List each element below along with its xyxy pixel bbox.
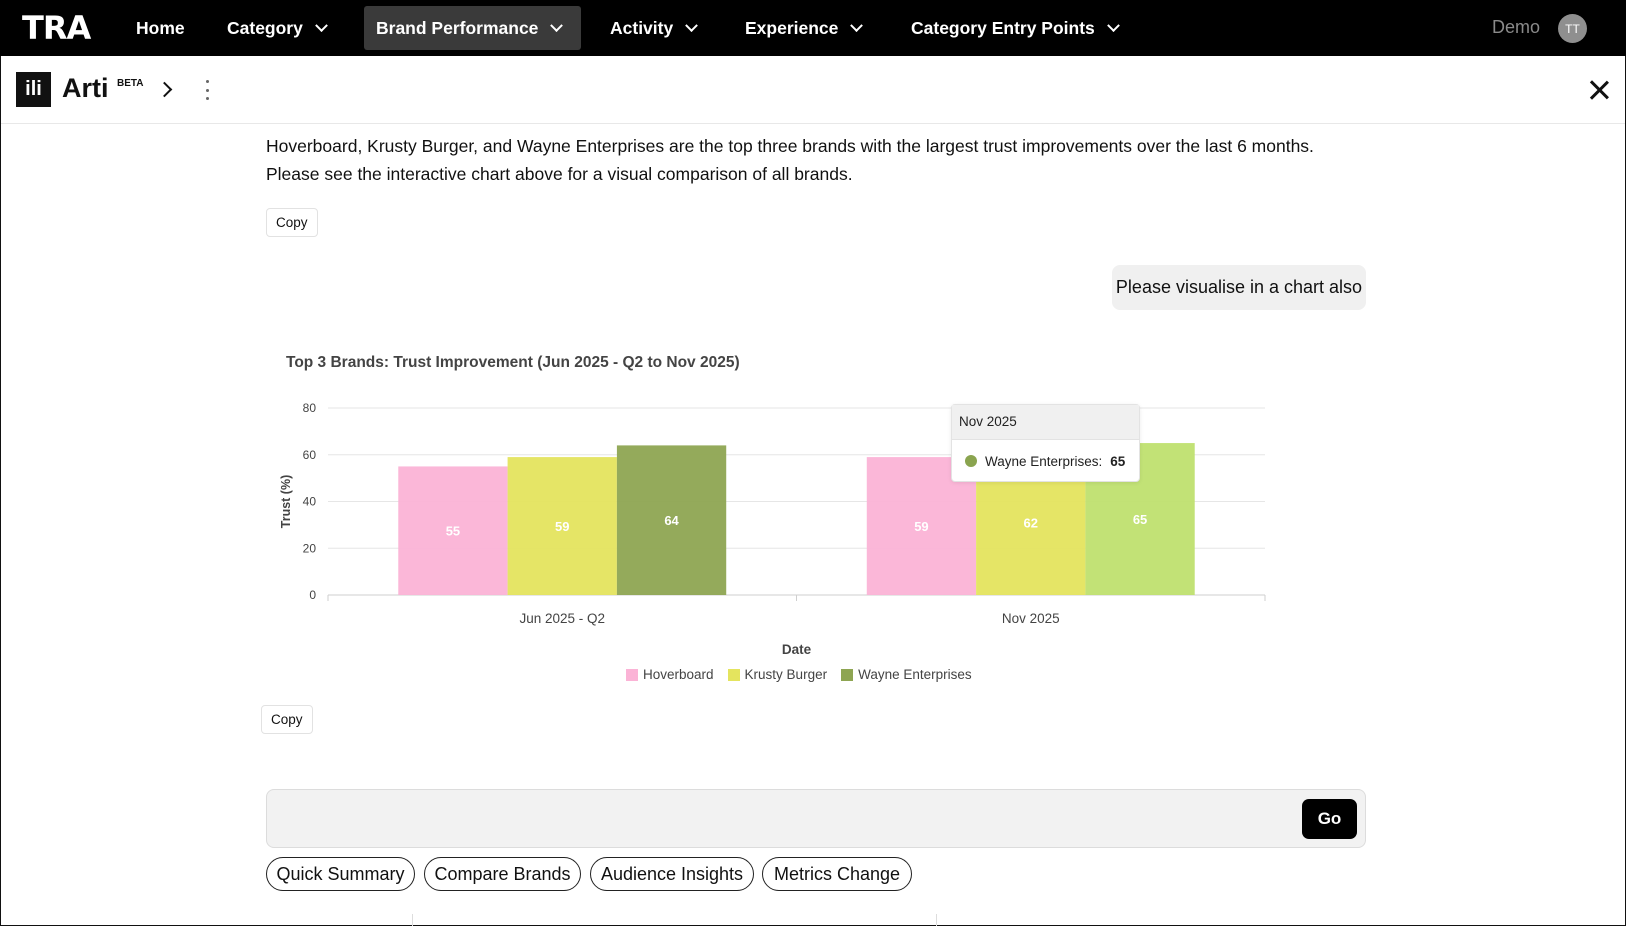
suggestion-quick-summary[interactable]: Quick Summary xyxy=(266,857,415,891)
y-tick-label: 20 xyxy=(303,541,317,555)
close-icon[interactable] xyxy=(1588,79,1610,101)
assistant-panel: ili Arti BETA xyxy=(0,56,1626,926)
suggestion-audience-insights[interactable]: Audience Insights xyxy=(590,857,754,891)
bar-krusty-burger xyxy=(507,457,617,595)
nav-activity[interactable]: Activity xyxy=(598,6,708,50)
y-tick-label: 80 xyxy=(303,401,317,415)
panel-title: Arti xyxy=(62,73,109,103)
data-label: 65 xyxy=(1133,512,1147,527)
legend-label: Hoverboard xyxy=(643,667,714,682)
message-input[interactable] xyxy=(281,802,1261,836)
assistant-message: Hoverboard, Krusty Burger, and Wayne Ent… xyxy=(266,136,1314,184)
nav-category-label: Category xyxy=(227,17,303,38)
legend-item-wayne-enterprises[interactable]: Wayne Enterprises xyxy=(841,667,972,682)
legend-swatch xyxy=(841,668,854,681)
chart-legend: Hoverboard Krusty Burger Wayne Enterpris… xyxy=(626,667,986,682)
bar-wayne-enterprises xyxy=(616,445,727,595)
data-label: 55 xyxy=(446,524,460,539)
tooltip-title: Nov 2025 xyxy=(952,405,1139,440)
chevron-down-icon xyxy=(1106,18,1120,32)
legend-label: Wayne Enterprises xyxy=(858,667,972,682)
series-dot-icon xyxy=(965,455,977,467)
nav-category[interactable]: Category xyxy=(215,6,338,50)
chevron-down-icon xyxy=(550,18,564,32)
legend-swatch xyxy=(626,668,638,681)
arti-logo-icon: ili xyxy=(16,72,51,107)
avatar[interactable]: TT xyxy=(1558,14,1587,43)
tra-logo[interactable]: TRA xyxy=(22,9,91,47)
legend-label: Krusty Burger xyxy=(744,667,828,682)
data-label: 64 xyxy=(664,513,679,528)
message-composer: Go xyxy=(266,789,1366,848)
y-tick-label: 0 xyxy=(309,588,316,602)
suggestion-compare-brands[interactable]: Compare Brands xyxy=(424,857,581,891)
data-label: 62 xyxy=(1024,516,1038,531)
x-tick-label: Jun 2025 - Q2 xyxy=(519,611,605,626)
chevron-down-icon xyxy=(850,18,864,32)
tooltip-row: Wayne Enterprises: 65 xyxy=(952,440,1139,482)
go-button[interactable]: Go xyxy=(1302,799,1357,839)
nav-home[interactable]: Home xyxy=(124,6,197,50)
nav-home-label: Home xyxy=(136,17,185,38)
top-navigation: TRA Home Category Brand Performance Acti… xyxy=(0,0,1626,56)
chart-title: Top 3 Brands: Trust Improvement (Jun 202… xyxy=(286,354,740,371)
data-label: 59 xyxy=(555,519,569,534)
nav-activity-label: Activity xyxy=(610,17,674,38)
divider xyxy=(936,914,937,926)
legend-item-hoverboard[interactable]: Hoverboard xyxy=(626,667,714,682)
bar-hoverboard xyxy=(398,466,508,595)
copy-chart-button[interactable]: Copy xyxy=(261,705,313,734)
nav-experience[interactable]: Experience xyxy=(733,6,873,50)
beta-badge: BETA xyxy=(117,78,144,89)
data-label: 59 xyxy=(914,519,928,534)
copy-button[interactable]: Copy xyxy=(266,208,318,237)
nav-category-entry-points[interactable]: Category Entry Points xyxy=(899,6,1130,50)
legend-swatch xyxy=(727,668,740,681)
x-axis-title: Date xyxy=(782,642,812,657)
user-label[interactable]: Demo xyxy=(1492,17,1541,37)
legend-item-krusty-burger[interactable]: Krusty Burger xyxy=(727,667,828,682)
chevron-right-icon[interactable] xyxy=(156,81,173,98)
divider xyxy=(412,914,413,926)
nav-category-entry-points-label: Category Entry Points xyxy=(911,17,1095,38)
chart-tooltip: Nov 2025 Wayne Enterprises: 65 xyxy=(951,404,1140,482)
user-message: Please visualise in a chart also xyxy=(1112,265,1366,310)
chevron-down-icon xyxy=(314,18,328,32)
nav-brand-performance[interactable]: Brand Performance xyxy=(364,6,581,50)
chevron-down-icon xyxy=(685,18,699,32)
tooltip-value: 65 xyxy=(1110,453,1126,469)
panel-header: ili Arti BETA xyxy=(1,56,1625,124)
nav-brand-performance-label: Brand Performance xyxy=(376,17,539,38)
y-tick-label: 60 xyxy=(303,448,317,462)
y-tick-label: 40 xyxy=(303,495,317,509)
suggestion-metrics-change[interactable]: Metrics Change xyxy=(762,857,912,891)
nav-experience-label: Experience xyxy=(745,17,839,38)
y-axis-title: Trust (%) xyxy=(279,475,293,528)
x-tick-label: Nov 2025 xyxy=(1002,611,1060,626)
more-options-icon[interactable] xyxy=(204,80,210,100)
tooltip-series: Wayne Enterprises: xyxy=(985,453,1103,469)
